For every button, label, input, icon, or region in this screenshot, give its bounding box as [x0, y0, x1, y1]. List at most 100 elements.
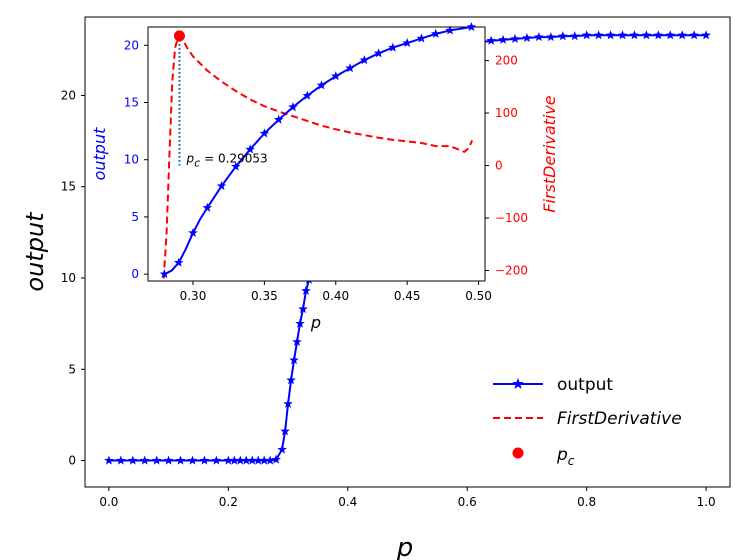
main-x-tick-label: 0.2 — [219, 495, 238, 509]
main-output-marker — [546, 32, 556, 42]
main-y-tick-label: 5 — [68, 362, 76, 376]
inset-output-line — [163, 26, 472, 276]
main-output-marker — [289, 355, 299, 365]
main-output-marker — [286, 375, 296, 385]
inset-right-y-tick-label: −100 — [495, 211, 528, 225]
main-x-tick-label: 0.0 — [99, 495, 118, 509]
inset-output-marker — [359, 55, 370, 65]
main-y-axis-label: output — [21, 211, 49, 292]
inset-plot-frame — [147, 26, 486, 282]
main-y-tick-label: 0 — [68, 454, 76, 468]
inset-x-tick-label: 0.45 — [394, 289, 421, 303]
main-y-tick-label: 20 — [61, 88, 76, 102]
inset-output-marker — [302, 90, 312, 100]
main-output-marker — [139, 455, 150, 465]
inset-output-marker — [402, 38, 412, 48]
inset-output-marker — [159, 269, 170, 279]
legend-derivative-label: FirstDerivative — [557, 409, 682, 429]
inset-output-marker — [259, 128, 270, 138]
main-output-marker — [301, 285, 311, 295]
main-output-marker — [187, 455, 198, 465]
main-output-marker — [617, 30, 628, 40]
main-output-marker — [283, 398, 293, 408]
main-y-ticks: 0 5 10 15 20 — [61, 88, 85, 468]
inset-left-y-axis-label: output — [90, 127, 109, 181]
inset-output-marker — [231, 161, 241, 171]
main-output-marker — [175, 455, 186, 465]
main-output-marker — [223, 455, 234, 465]
inset-output-marker — [373, 48, 384, 58]
inset-right-y-ticks: −200 −100 0 100 200 — [485, 54, 528, 278]
main-output-marker — [641, 30, 652, 40]
main-output-marker — [235, 455, 246, 465]
main-output-marker — [569, 31, 580, 41]
inset-output-marker — [316, 80, 327, 90]
inset-x-tick-label: 0.30 — [180, 289, 207, 303]
main-output-marker — [701, 30, 711, 40]
main-output-marker — [689, 30, 699, 40]
legend-pc-marker — [512, 447, 524, 459]
main-output-marker — [534, 32, 544, 42]
main-output-marker — [292, 336, 302, 346]
legend: output FirstDerivative pc — [493, 375, 682, 468]
inset-right-y-tick-label: −200 — [495, 264, 528, 278]
main-output-marker — [151, 455, 162, 465]
main-output-marker — [593, 30, 604, 40]
inset-x-tick-label: 0.50 — [465, 289, 492, 303]
main-output-marker — [558, 31, 568, 41]
main-output-marker — [253, 455, 263, 465]
inset-left-y-tick-label: 15 — [124, 96, 139, 110]
pc-annotation: pc = 0.29053 — [185, 151, 267, 169]
inset-output-marker — [216, 181, 227, 191]
main-x-ticks: 0.0 0.2 0.4 0.6 0.8 1.0 — [99, 487, 716, 509]
inset-right-y-tick-label: 200 — [495, 54, 518, 68]
main-output-marker — [605, 30, 616, 40]
main-output-marker — [199, 455, 210, 465]
pc-annotation-text: pc = 0.29053 — [185, 151, 267, 169]
inset-output-marker — [288, 102, 298, 112]
inset-output-marker — [430, 28, 441, 38]
main-output-marker — [298, 304, 308, 314]
inset-output-marker — [345, 63, 355, 73]
main-output-marker — [265, 455, 275, 465]
legend-output-label: output — [557, 375, 613, 395]
inset-output-marker — [388, 42, 398, 52]
main-y-tick-label: 15 — [61, 180, 76, 194]
inset-output-marker — [273, 114, 284, 124]
inset-output-marker — [445, 25, 455, 35]
legend-output-marker — [512, 378, 524, 389]
main-x-tick-label: 0.6 — [458, 495, 477, 509]
main-output-marker — [128, 455, 138, 465]
main-output-marker — [163, 455, 174, 465]
main-x-tick-label: 0.8 — [577, 495, 596, 509]
inset-output-marker — [245, 144, 255, 154]
main-output-marker — [677, 30, 687, 40]
inset-left-y-ticks: 0 5 10 15 20 — [124, 38, 148, 281]
inset-plot: 0.30 0.35 0.40 0.45 0.50 0 5 10 15 20 −200 −100 0 1… — [90, 22, 559, 332]
main-output-marker — [510, 33, 520, 43]
inset-x-tick-label: 0.40 — [322, 289, 349, 303]
main-output-marker — [653, 30, 664, 40]
main-output-marker — [241, 455, 252, 465]
main-output-marker — [665, 30, 676, 40]
main-output-marker — [581, 30, 592, 40]
inset-x-ticks: 0.30 0.35 0.40 0.45 0.50 — [180, 281, 492, 303]
inset-left-y-tick-label: 0 — [131, 267, 139, 281]
inset-x-tick-label: 0.35 — [251, 289, 278, 303]
main-output-marker — [116, 455, 126, 465]
main-output-marker — [247, 455, 257, 465]
main-output-marker — [295, 318, 305, 328]
inset-derivative-line — [162, 34, 474, 279]
inset-left-y-tick-label: 10 — [124, 153, 139, 167]
main-x-tick-label: 1.0 — [697, 495, 716, 509]
main-output-marker — [629, 30, 640, 40]
main-output-marker — [498, 34, 508, 44]
inset-x-axis-label: p — [310, 313, 321, 332]
inset-output-marker — [173, 257, 184, 267]
legend-pc-label: pc — [556, 445, 575, 468]
main-output-marker — [229, 455, 240, 465]
main-output-marker — [277, 444, 287, 454]
inset-right-y-axis-label: FirstDerivative — [540, 95, 559, 212]
main-y-tick-label: 10 — [61, 271, 76, 285]
